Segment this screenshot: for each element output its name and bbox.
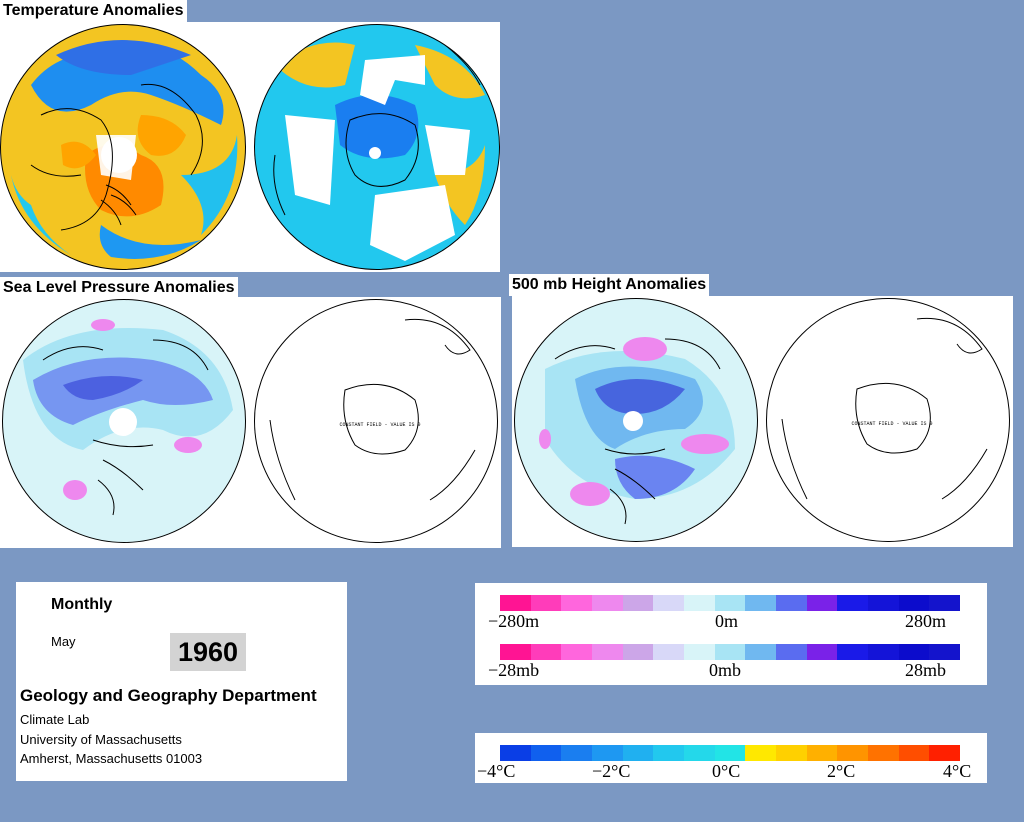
color-swatch — [868, 644, 899, 660]
temperature-legend: −4°C −2°C 0°C 2°C 4°C — [475, 733, 987, 783]
color-swatch — [530, 644, 562, 660]
slp-constant-field-label: CONSTANT FIELD - VALUE IS 0 — [339, 422, 421, 428]
color-swatch — [622, 745, 654, 761]
color-swatch — [806, 745, 838, 761]
color-swatch — [500, 595, 531, 611]
color-swatch — [622, 595, 654, 611]
color-swatch — [530, 745, 562, 761]
color-swatch — [929, 644, 961, 660]
color-swatch — [745, 644, 777, 660]
temperature-map-panel — [0, 22, 500, 272]
color-swatch — [929, 745, 961, 761]
color-swatch — [837, 745, 869, 761]
height500-map-panel: CONSTANT FIELD - VALUE IS 0 — [512, 296, 1013, 547]
pressure-max-label: 28mb — [905, 660, 947, 680]
color-swatch — [622, 644, 654, 660]
temperature-label: 0°C — [712, 761, 741, 781]
color-swatch — [776, 745, 807, 761]
temperature-label: −2°C — [592, 761, 631, 781]
color-swatch — [898, 595, 930, 611]
height-min-label: −280m — [488, 611, 540, 631]
temperature-color-scale — [500, 745, 961, 761]
height-pressure-legend: −280m 0m 280m −28mb 0mb 28mb — [475, 583, 987, 685]
color-swatch — [684, 644, 715, 660]
color-swatch — [806, 595, 838, 611]
color-swatch — [929, 595, 961, 611]
address-line: Amherst, Massachusetts 01003 — [20, 751, 203, 766]
color-swatch — [500, 644, 531, 660]
color-swatch — [745, 745, 777, 761]
color-swatch — [500, 745, 531, 761]
period-label: Monthly — [51, 596, 113, 613]
color-swatch — [653, 644, 685, 660]
color-swatch — [653, 595, 685, 611]
color-swatch — [684, 745, 715, 761]
temperature-label: 2°C — [827, 761, 856, 781]
temperature-map-northern-hemisphere — [0, 24, 246, 270]
info-box: Monthly May 1960 Geology and Geography D… — [16, 582, 347, 781]
height500-constant-field-label: CONSTANT FIELD - VALUE IS 0 — [851, 421, 933, 427]
temperature-title: Temperature Anomalies — [0, 0, 187, 22]
color-swatch — [561, 595, 593, 611]
color-swatch — [776, 595, 807, 611]
pressure-color-scale — [500, 644, 961, 660]
color-swatch — [653, 745, 685, 761]
color-swatch — [714, 745, 746, 761]
slp-map-southern-hemisphere: CONSTANT FIELD - VALUE IS 0 — [254, 299, 498, 543]
height500-map-southern-hemisphere: CONSTANT FIELD - VALUE IS 0 — [766, 298, 1010, 542]
pressure-min-label: −28mb — [488, 660, 540, 680]
color-swatch — [806, 644, 838, 660]
height500-title: 500 mb Height Anomalies — [509, 274, 710, 296]
department-label: Geology and Geography Department — [20, 686, 317, 705]
slp-map-panel: CONSTANT FIELD - VALUE IS 0 — [0, 297, 501, 548]
color-swatch — [898, 644, 930, 660]
color-swatch — [561, 644, 593, 660]
color-swatch — [776, 644, 807, 660]
color-swatch — [745, 595, 777, 611]
month-label: May — [51, 634, 76, 649]
height-max-label: 280m — [905, 611, 947, 631]
temperature-map-southern-hemisphere — [254, 24, 500, 270]
color-swatch — [561, 745, 593, 761]
color-swatch — [592, 595, 623, 611]
height-color-scale — [500, 595, 961, 611]
color-swatch — [837, 595, 869, 611]
address-line: Climate Lab — [20, 712, 90, 727]
height500-map-northern-hemisphere — [514, 298, 758, 542]
slp-map-northern-hemisphere — [2, 299, 246, 543]
color-swatch — [898, 745, 930, 761]
height-mid-label: 0m — [715, 611, 739, 631]
address-line: University of Massachusetts — [20, 732, 182, 747]
color-swatch — [592, 745, 623, 761]
color-swatch — [714, 644, 746, 660]
temperature-label: 4°C — [943, 761, 972, 781]
pressure-mid-label: 0mb — [709, 660, 742, 680]
color-swatch — [837, 644, 869, 660]
color-swatch — [684, 595, 715, 611]
color-swatch — [868, 745, 899, 761]
year-label: 1960 — [170, 633, 246, 671]
color-swatch — [868, 595, 899, 611]
color-swatch — [530, 595, 562, 611]
temperature-label: −4°C — [477, 761, 516, 781]
slp-title: Sea Level Pressure Anomalies — [0, 277, 238, 299]
color-swatch — [592, 644, 623, 660]
color-swatch — [714, 595, 746, 611]
